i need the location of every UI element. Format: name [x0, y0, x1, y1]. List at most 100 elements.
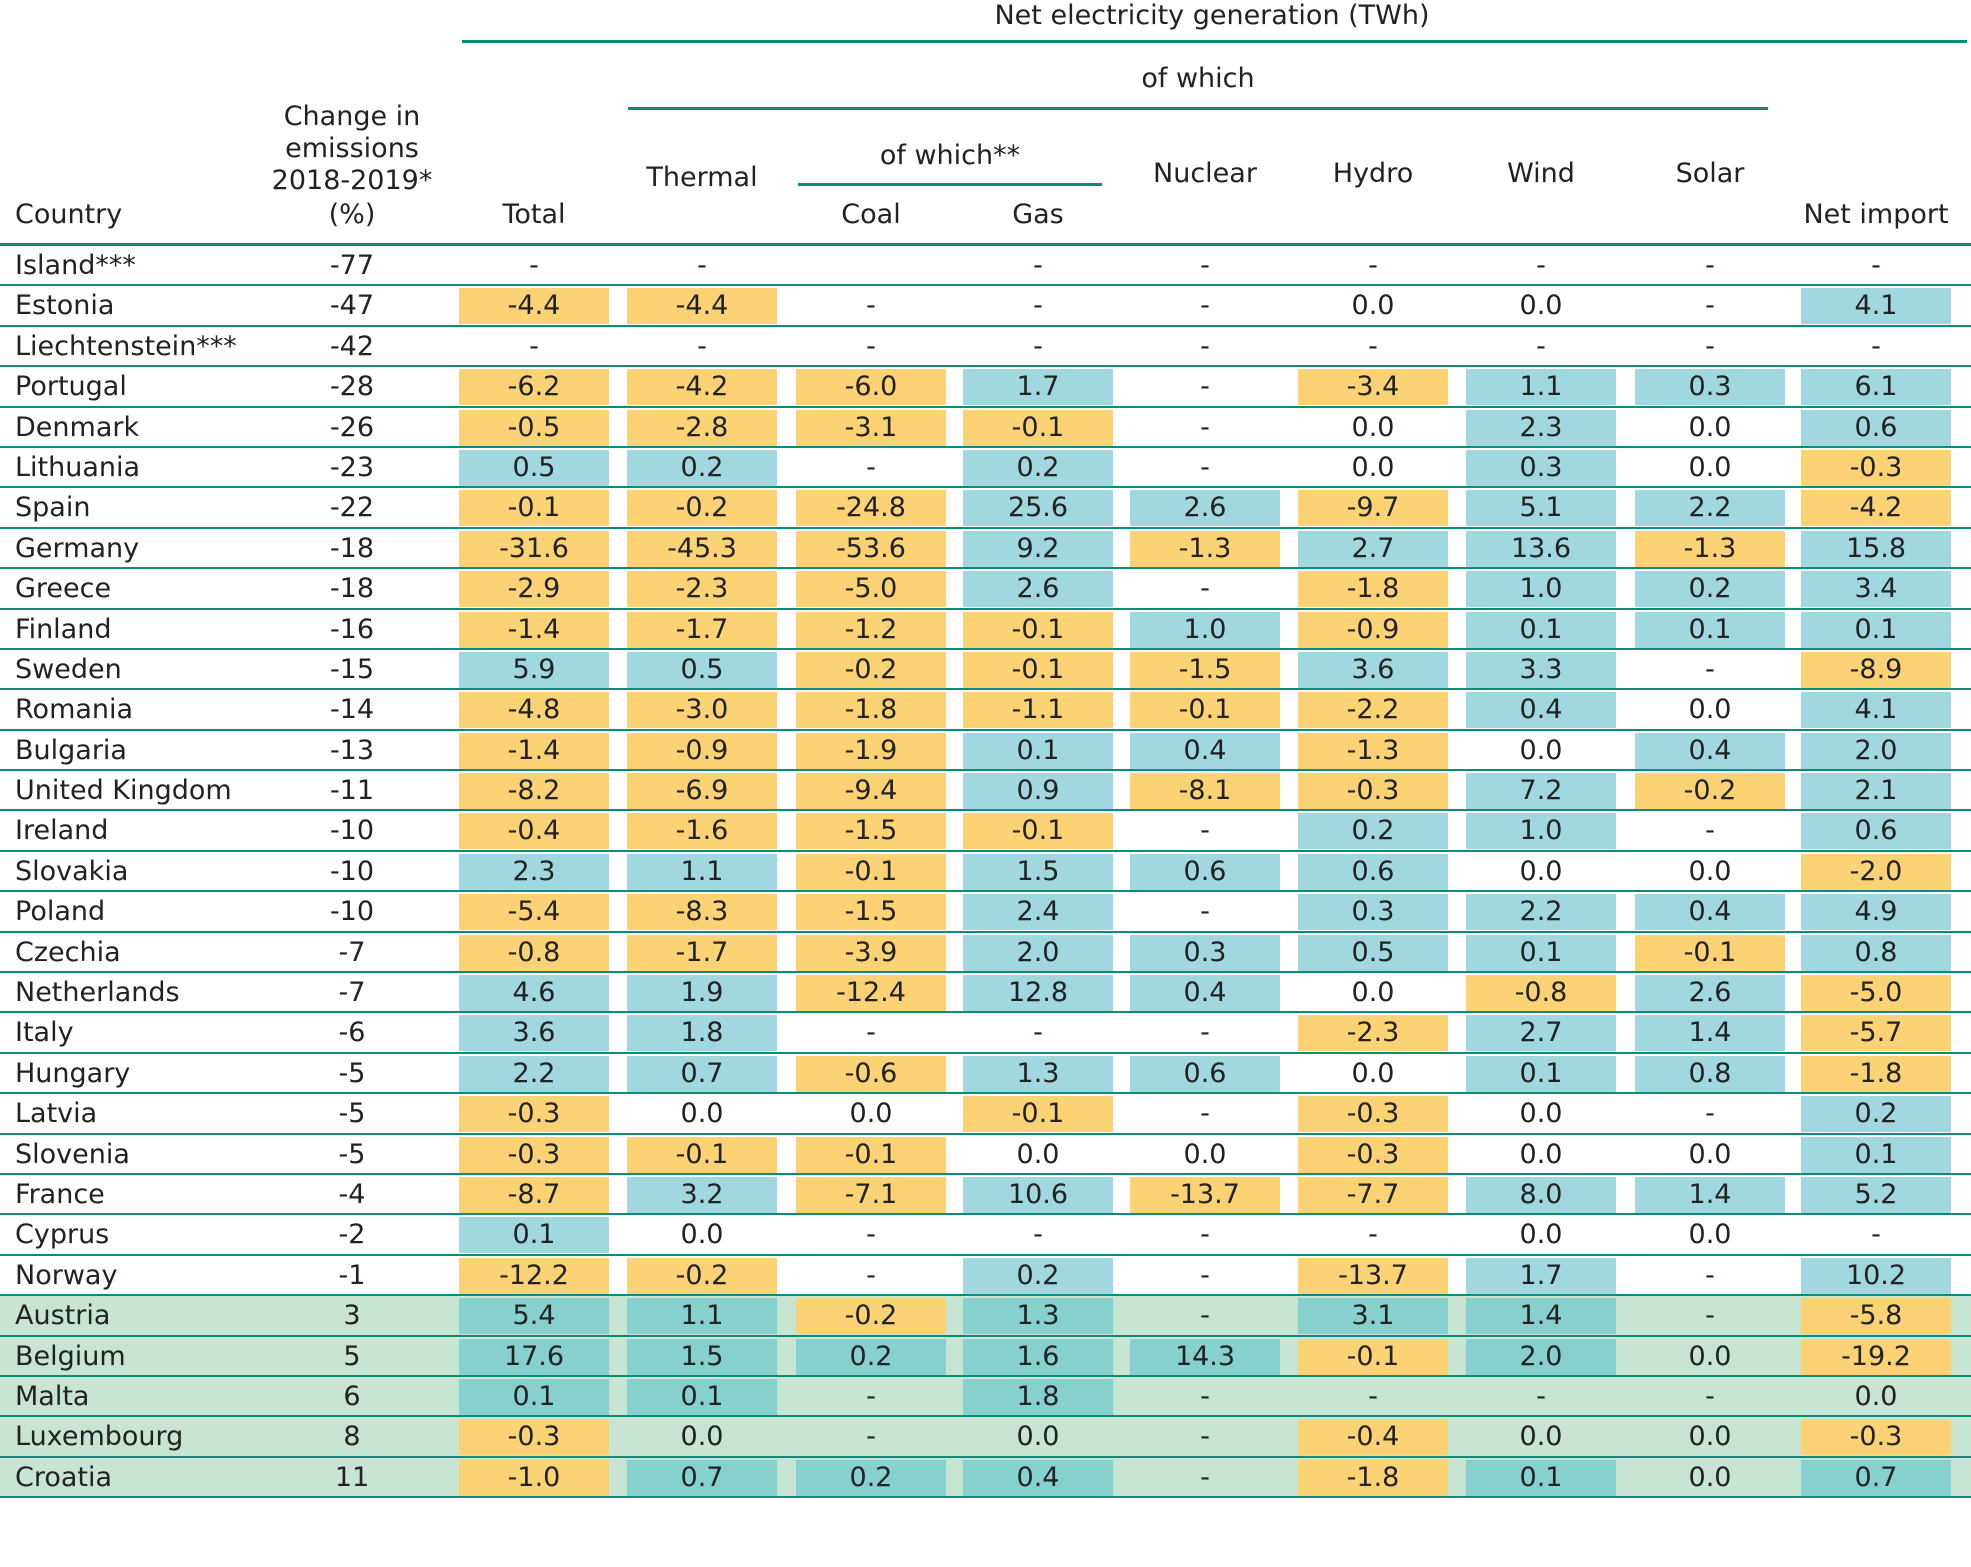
- table-row: Finland -16 -1.4 -1.7 -1.2 -0.1 1.0 -0.9 0.1 0.1 0…: [0, 610, 1971, 650]
- coal-cell: -3.1: [796, 409, 946, 446]
- hydro-cell: 0.0: [1351, 1057, 1395, 1089]
- hydro-cell: -1.8: [1298, 571, 1448, 608]
- total-cell: -5.4: [459, 894, 609, 931]
- thermal-cell: 0.1: [627, 1378, 777, 1415]
- header-total: Total: [502, 199, 566, 230]
- coal-cell: -: [866, 1259, 876, 1291]
- change-cell: -5: [338, 1138, 366, 1170]
- total-cell: -0.8: [459, 934, 609, 971]
- coal-cell: -1.9: [796, 732, 946, 769]
- coal-cell: 0.2: [796, 1459, 946, 1496]
- net-import-cell: 4.1: [1801, 288, 1951, 325]
- nuclear-cell: -: [1200, 330, 1210, 362]
- net-import-cell: 0.7: [1801, 1459, 1951, 1496]
- net-import-cell: -5.0: [1801, 975, 1951, 1012]
- hydro-cell: -0.4: [1298, 1419, 1448, 1456]
- hydro-cell: -: [1368, 330, 1378, 362]
- nuclear-cell: -: [1200, 896, 1210, 928]
- net-import-cell: -: [1871, 1219, 1881, 1251]
- solar-cell: -0.2: [1635, 773, 1785, 810]
- country-cell: Lithuania: [15, 451, 141, 483]
- change-cell: 11: [334, 1461, 370, 1493]
- table-row: Croatia 11 -1.0 0.7 0.2 0.4 - -1.8 0.1 0.0 0.7: [0, 1457, 1971, 1499]
- coal-cell: -1.5: [796, 813, 946, 850]
- coal-cell: -0.2: [796, 1298, 946, 1335]
- change-cell: 3: [343, 1300, 361, 1332]
- hydro-cell: -0.9: [1298, 611, 1448, 648]
- wind-cell: 0.0: [1519, 1098, 1563, 1130]
- country-cell: Cyprus: [15, 1219, 110, 1251]
- solar-cell: 0.0: [1688, 1219, 1732, 1251]
- table-row: Spain -22 -0.1 -0.2 -24.8 25.6 2.6 -9.7 5.1 2.2 -4…: [0, 488, 1971, 529]
- country-cell: Hungary: [15, 1057, 131, 1089]
- country-cell: Island***: [15, 250, 136, 281]
- header-hydro: Hydro: [1332, 158, 1414, 189]
- solar-cell: 0.0: [1688, 1421, 1732, 1453]
- nuclear-cell: -: [1200, 250, 1210, 281]
- coal-cell: -6.0: [796, 369, 946, 406]
- hydro-cell: 3.6: [1298, 651, 1448, 688]
- total-cell: -12.2: [459, 1257, 609, 1294]
- total-cell: 5.4: [459, 1298, 609, 1335]
- header-of-which: of which: [1141, 63, 1255, 94]
- nuclear-cell: -: [1200, 290, 1210, 322]
- table-row: Latvia -5 -0.3 0.0 0.0 -0.1 - -0.3 0.0 - 0.2: [0, 1094, 1971, 1135]
- solar-cell: -: [1705, 1259, 1715, 1291]
- wind-cell: 7.2: [1466, 773, 1616, 810]
- solar-cell: -: [1705, 290, 1715, 322]
- hydro-cell: -2.2: [1298, 692, 1448, 729]
- wind-cell: 0.0: [1519, 1138, 1563, 1170]
- gas-cell: 9.2: [963, 530, 1113, 567]
- table-row: Italy -6 3.6 1.8 - - - -2.3 2.7 1.4 -5.7: [0, 1013, 1971, 1054]
- country-cell: Greece: [15, 573, 112, 605]
- country-cell: Latvia: [15, 1098, 98, 1130]
- total-cell: -0.5: [459, 409, 609, 446]
- country-cell: Finland: [15, 613, 112, 645]
- hydro-cell: -3.4: [1298, 369, 1448, 406]
- thermal-cell: 1.8: [627, 1015, 777, 1052]
- thermal-cell: 1.9: [627, 975, 777, 1012]
- net-import-cell: -5.8: [1801, 1298, 1951, 1335]
- coal-cell: 0.0: [849, 1098, 893, 1130]
- table-row: Greece -18 -2.9 -2.3 -5.0 2.6 - -1.8 1.0 0.2 3.4: [0, 569, 1971, 610]
- country-cell: Estonia: [15, 290, 115, 322]
- thermal-cell: -4.2: [627, 369, 777, 406]
- table-row: Sweden -15 5.9 0.5 -0.2 -0.1 -1.5 3.6 3.3 - -8.9: [0, 650, 1971, 691]
- change-cell: -26: [329, 411, 375, 443]
- thermal-cell: -1.7: [627, 934, 777, 971]
- nuclear-cell: 1.0: [1130, 611, 1280, 648]
- gas-cell: -: [1033, 1219, 1043, 1251]
- change-cell: -28: [329, 371, 375, 403]
- gas-cell: 0.9: [963, 773, 1113, 810]
- country-cell: Ireland: [15, 815, 109, 847]
- solar-cell: 1.4: [1635, 1176, 1785, 1213]
- coal-cell: -1.5: [796, 894, 946, 931]
- wind-cell: -: [1536, 330, 1546, 362]
- coal-cell: -0.2: [796, 651, 946, 688]
- solar-cell: -: [1705, 815, 1715, 847]
- total-cell: 0.1: [459, 1217, 609, 1254]
- gas-cell: -0.1: [963, 1096, 1113, 1133]
- wind-cell: -: [1536, 250, 1546, 281]
- hydro-cell: 2.7: [1298, 530, 1448, 567]
- thermal-cell: 0.7: [627, 1055, 777, 1092]
- net-import-cell: 2.0: [1801, 732, 1951, 769]
- table-row: Bulgaria -13 -1.4 -0.9 -1.9 0.1 0.4 -1.3 0.0 0.4 2…: [0, 731, 1971, 772]
- nuclear-cell: -: [1200, 371, 1210, 403]
- net-import-cell: 3.4: [1801, 571, 1951, 608]
- gas-cell: 1.7: [963, 369, 1113, 406]
- change-cell: -16: [329, 613, 375, 645]
- net-import-cell: -2.0: [1801, 853, 1951, 890]
- wind-cell: 5.1: [1466, 490, 1616, 527]
- gas-cell: -: [1033, 290, 1043, 322]
- gas-cell: 0.4: [963, 1459, 1113, 1496]
- total-cell: -1.0: [459, 1459, 609, 1496]
- solar-cell: -: [1705, 330, 1715, 362]
- gas-cell: -0.1: [963, 409, 1113, 446]
- header-nuclear: Nuclear: [1153, 158, 1257, 189]
- change-cell: -10: [329, 855, 375, 887]
- coal-cell: -: [866, 1421, 876, 1453]
- solar-cell: 0.0: [1688, 1461, 1732, 1493]
- total-cell: 17.6: [459, 1338, 609, 1375]
- wind-cell: 0.1: [1466, 1055, 1616, 1092]
